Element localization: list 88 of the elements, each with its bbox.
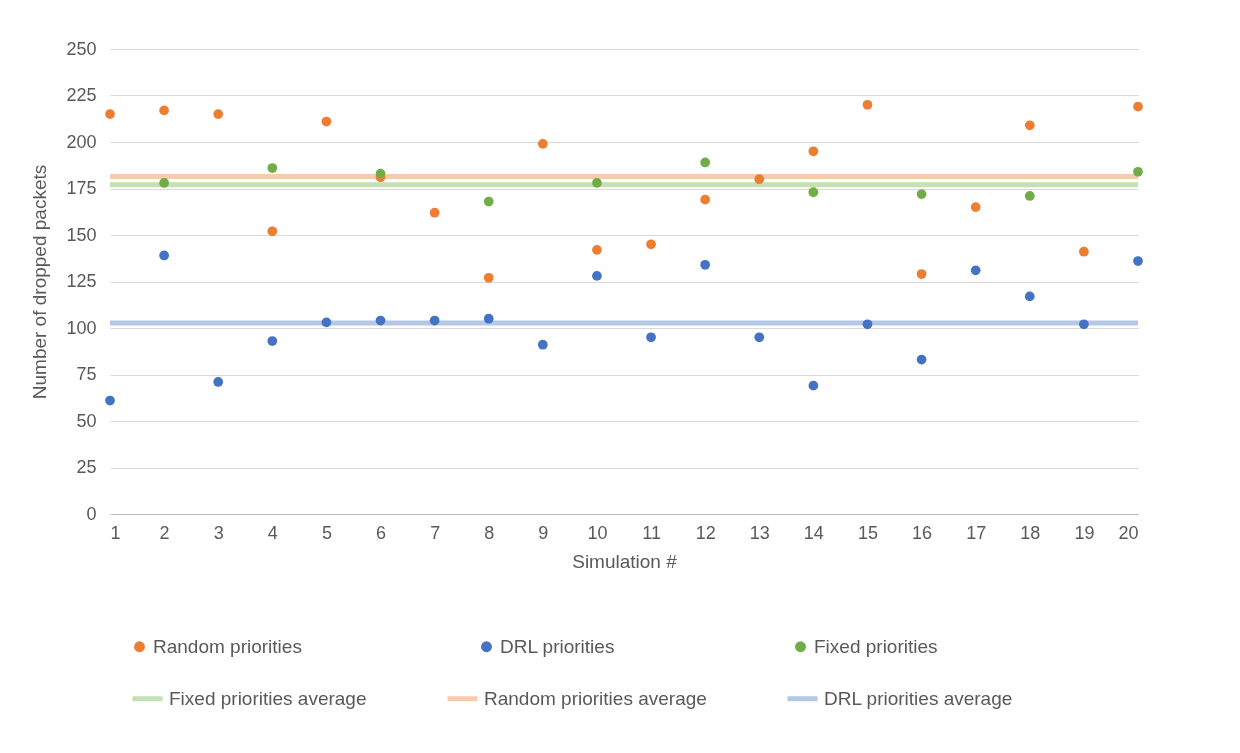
point [862, 319, 873, 330]
x-tick-label: 12 [695, 522, 716, 543]
y-tick-label: 75 [76, 364, 97, 384]
point [1133, 166, 1143, 177]
y-tick-label: 100 [66, 317, 97, 338]
point [375, 315, 386, 326]
point [1079, 246, 1089, 257]
x-tick-label: 18 [1020, 522, 1041, 543]
x-tick-label: 10 [587, 522, 608, 543]
legend-label: Fixed priorities average [169, 687, 367, 709]
point [375, 168, 386, 179]
x-tick-label: 6 [376, 522, 387, 543]
x-tick-label: 2 [159, 522, 170, 543]
y-tick-label: 250 [66, 38, 97, 59]
x-tick-label: 4 [267, 522, 278, 543]
y-tick-label: 225 [66, 85, 97, 105]
x-tick-label: 16 [912, 522, 933, 543]
x-tick-label: 20 [1118, 522, 1139, 543]
point [429, 207, 440, 218]
point [916, 189, 927, 199]
x-tick-label: 17 [966, 522, 987, 543]
point [700, 194, 711, 205]
x-tick-label: 15 [857, 522, 878, 543]
y-tick-label: 0 [86, 503, 97, 524]
legend-label: Fixed priorities [814, 635, 938, 657]
point [213, 377, 224, 387]
point [267, 336, 278, 346]
legend-label: Random priorities [153, 635, 302, 657]
x-tick-label: 3 [213, 522, 224, 543]
point [159, 178, 169, 188]
point [1024, 191, 1035, 201]
y-tick-label: 150 [66, 224, 97, 245]
point [646, 332, 656, 343]
point [537, 339, 548, 350]
point [213, 109, 224, 119]
point [159, 105, 169, 116]
y-tick-label: 175 [66, 178, 97, 198]
x-tick-label: 11 [642, 522, 661, 543]
point [916, 354, 927, 365]
x-axis-title: Simulation # [572, 550, 678, 572]
point [105, 109, 115, 119]
point [267, 226, 278, 237]
x-tick-label: 13 [749, 522, 770, 543]
point [537, 139, 548, 149]
point [970, 265, 981, 276]
point [808, 146, 819, 157]
point [646, 239, 656, 250]
point [429, 315, 440, 326]
point [483, 196, 494, 207]
point [483, 272, 494, 283]
point [754, 332, 765, 343]
x-tick-label: 5 [321, 522, 332, 543]
point [1024, 120, 1035, 131]
point [1079, 319, 1089, 330]
point [592, 178, 602, 188]
x-tick-label: 8 [484, 522, 495, 543]
point [808, 380, 819, 391]
legend-label: DRL priorities average [824, 687, 1013, 709]
x-tick-label: 19 [1074, 522, 1095, 543]
x-tick-label: 14 [803, 522, 824, 543]
point [862, 99, 873, 110]
point [159, 250, 169, 261]
legend-label: Random priorities average [484, 687, 707, 709]
point [267, 163, 278, 173]
point [754, 174, 765, 185]
point [483, 313, 494, 324]
y-tick-label: 50 [76, 410, 97, 431]
point [321, 116, 332, 127]
point [700, 157, 711, 168]
point [1133, 256, 1143, 266]
legend-label: DRL priorities [500, 635, 615, 657]
point [321, 317, 332, 328]
point [970, 202, 981, 212]
point [592, 271, 602, 281]
x-tick-label: 1 [110, 522, 121, 543]
y-tick-label: 125 [66, 271, 97, 291]
point [808, 187, 819, 198]
point [105, 395, 115, 406]
point [592, 245, 602, 255]
point [1133, 101, 1143, 112]
point [916, 269, 927, 279]
y-axis-title: Number of dropped packets [29, 164, 51, 400]
point [1024, 291, 1035, 302]
point [700, 259, 711, 270]
y-tick-label: 25 [76, 457, 97, 477]
y-tick-label: 200 [66, 131, 97, 152]
x-tick-label: 7 [430, 522, 441, 543]
x-tick-label: 9 [538, 522, 549, 543]
